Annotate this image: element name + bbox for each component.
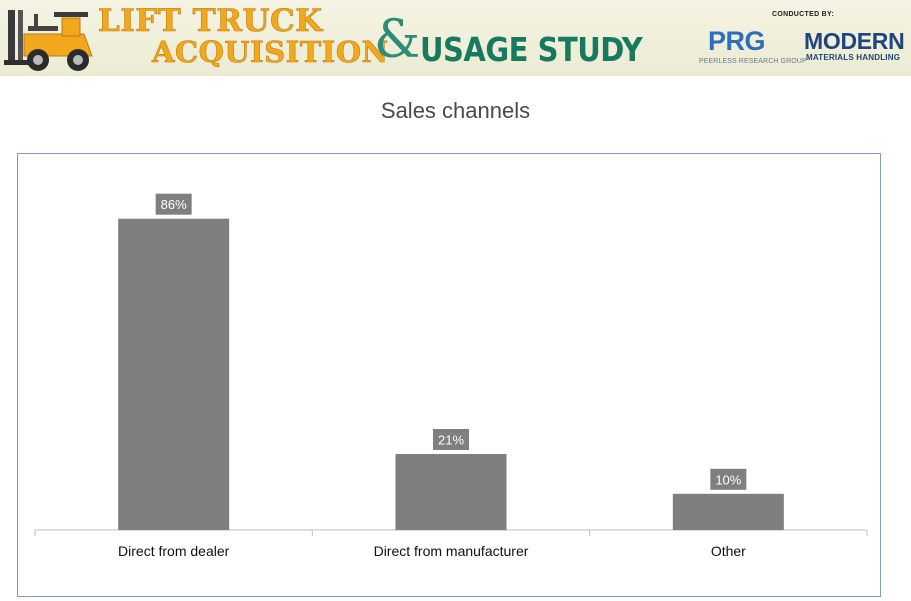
data-label-box — [710, 468, 747, 490]
banner-title-line1: LIFT TRUCK — [98, 3, 323, 39]
prg-name: PEERLESS RESEARCH GROUP — [699, 58, 807, 65]
banner-title-line3: USAGE STUDY — [420, 30, 643, 69]
banner-title-line2: ACQUISITION — [152, 35, 389, 69]
header-banner: LIFT TRUCK ACQUISITION & USAGE STUDY CON… — [0, 0, 911, 76]
mmh-logo-line1: MODERN — [804, 28, 905, 54]
forklift-icon — [4, 10, 93, 71]
bar-3 — [672, 493, 784, 530]
data-label-box — [155, 193, 192, 215]
category-label: Direct from manufacturer — [374, 543, 529, 559]
banner-ampersand: & — [374, 10, 421, 70]
category-label: Other — [711, 543, 746, 559]
prg-logo: PRG — [708, 26, 766, 56]
data-label: 10% — [715, 472, 741, 487]
data-label: 86% — [161, 197, 187, 212]
bar-2 — [395, 453, 507, 530]
bar-chart: 86% Direct from dealer 21% Direct from manu… — [34, 193, 868, 559]
data-label-box — [433, 428, 469, 450]
mmh-logo-line2: MATERIALS HANDLING — [806, 53, 901, 62]
category-label: Direct from dealer — [118, 543, 230, 559]
data-label: 21% — [438, 432, 464, 447]
chart-frame: 86% Direct from dealer 21% Direct from manu… — [17, 153, 881, 597]
conducted-by-label: CONDUCTED BY: — [772, 11, 835, 18]
bar-1 — [118, 218, 230, 530]
chart-title: Sales channels — [380, 98, 531, 123]
